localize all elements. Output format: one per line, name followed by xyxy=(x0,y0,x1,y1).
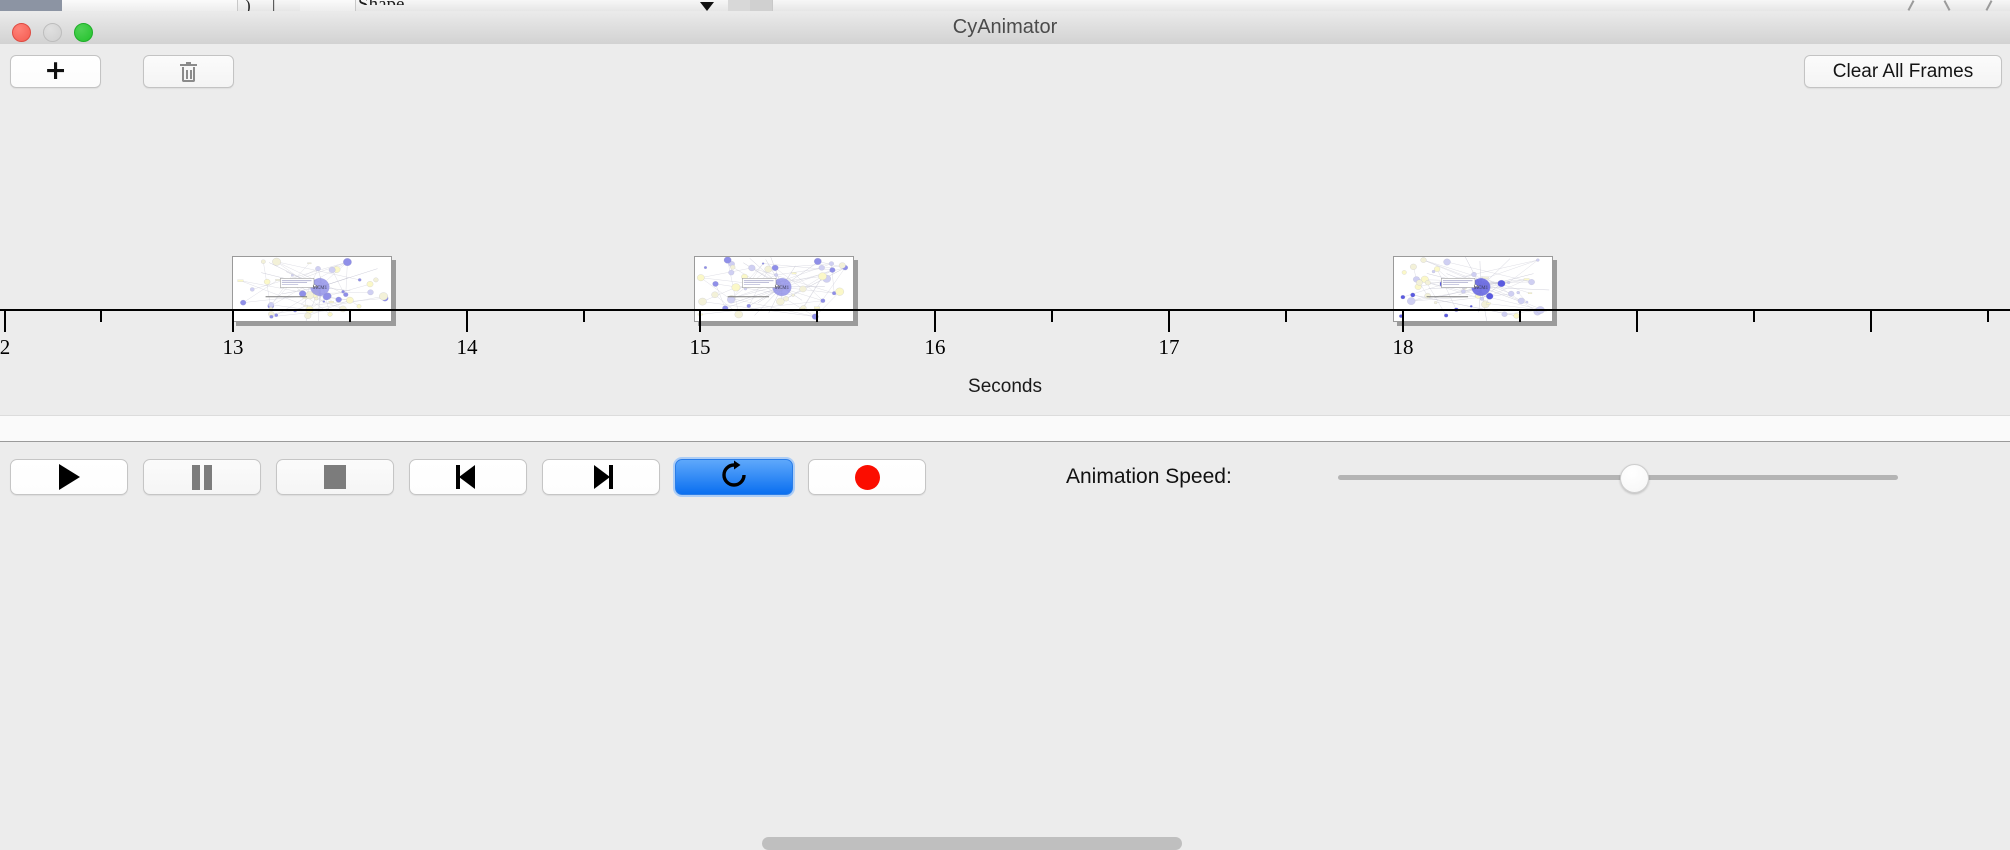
animation-speed-slider-handle[interactable] xyxy=(1620,464,1649,493)
frame-thumbnail[interactable]: MCM1 xyxy=(694,256,854,322)
bg-divider xyxy=(1986,0,1993,11)
axis-tick-label: 17 xyxy=(1159,335,1180,360)
axis-tick-minor xyxy=(583,311,585,322)
frame-thumbnail-image: MCM1 xyxy=(1393,256,1553,322)
bg-tab xyxy=(62,0,183,11)
animation-speed-label: Animation Speed: xyxy=(1066,459,1232,495)
axis-title: Seconds xyxy=(0,376,2010,398)
bg-divider xyxy=(1944,0,1951,11)
add-frame-button[interactable]: + xyxy=(10,55,101,88)
stop-icon xyxy=(324,465,346,489)
frame-thumbnail[interactable]: MCM1 xyxy=(232,256,392,322)
bg-tab-selected xyxy=(0,0,63,11)
skip-forward-button[interactable] xyxy=(542,459,660,495)
axis-tick-label: 15 xyxy=(690,335,711,360)
bg-tab xyxy=(728,0,751,11)
timeline-axis xyxy=(0,309,2010,311)
skip-back-icon xyxy=(456,465,480,489)
axis-tick-label: 16 xyxy=(925,335,946,360)
axis-tick-major xyxy=(934,311,936,332)
axis-tick-minor xyxy=(100,311,102,322)
record-button[interactable] xyxy=(808,459,926,495)
record-icon xyxy=(855,465,880,490)
cyanimator-window: ) | Shape CyAnimator + Clear All Frames … xyxy=(0,0,2010,510)
bg-tab xyxy=(750,0,773,11)
loop-icon xyxy=(719,460,749,495)
frame-thumbnail-image: MCM1 xyxy=(694,256,854,322)
axis-tick-label: 14 xyxy=(457,335,478,360)
skip-back-button[interactable] xyxy=(409,459,527,495)
timeline-scrollbar-track[interactable] xyxy=(0,415,2010,442)
clear-all-frames-button[interactable]: Clear All Frames xyxy=(1804,55,2002,88)
axis-tick-minor xyxy=(1051,311,1053,322)
svg-text:MCM1: MCM1 xyxy=(313,286,328,291)
svg-text:MCM1: MCM1 xyxy=(1474,286,1489,291)
axis-tick-label: 18 xyxy=(1393,335,1414,360)
bg-caret-icon xyxy=(700,2,714,11)
bg-tab xyxy=(182,0,238,11)
axis-tick-label: 13 xyxy=(223,335,244,360)
stop-button[interactable] xyxy=(276,459,394,495)
timeline-panel[interactable]: MCM1 MCM1 MCM1 2 13 14 15 16 17 18 Seconds xyxy=(0,90,2010,415)
frame-thumbnail-image: MCM1 xyxy=(232,256,392,322)
bg-tab xyxy=(300,0,356,11)
axis-tick-major xyxy=(1870,311,1872,332)
axis-tick-minor xyxy=(1519,311,1521,322)
clear-all-frames-label: Clear All Frames xyxy=(1833,61,1973,83)
skip-forward-icon xyxy=(589,465,613,489)
trash-icon xyxy=(180,62,197,82)
bg-divider xyxy=(1908,0,1915,11)
toolbar xyxy=(0,44,2010,91)
bg-window-label: Shape xyxy=(358,0,404,5)
pause-icon xyxy=(191,465,213,490)
axis-tick-minor xyxy=(1285,311,1287,322)
play-button[interactable] xyxy=(10,459,128,495)
axis-tick-minor xyxy=(349,311,351,322)
axis-tick-major xyxy=(4,311,6,332)
delete-frame-button[interactable] xyxy=(143,55,234,88)
loop-button[interactable] xyxy=(675,459,793,495)
axis-tick-minor xyxy=(1753,311,1755,322)
axis-tick-major xyxy=(232,311,234,332)
pause-button[interactable] xyxy=(143,459,261,495)
axis-tick-major xyxy=(1168,311,1170,332)
axis-tick-minor xyxy=(1987,311,1989,322)
axis-tick-major xyxy=(1636,311,1638,332)
svg-text:MCM1: MCM1 xyxy=(775,286,790,291)
axis-tick-major xyxy=(466,311,468,332)
axis-tick-minor xyxy=(816,311,818,322)
axis-tick-major xyxy=(699,311,701,332)
axis-tick-major xyxy=(1402,311,1404,332)
axis-tick-label: 2 xyxy=(0,335,10,360)
animation-speed-slider-track[interactable] xyxy=(1338,475,1898,480)
window-title: CyAnimator xyxy=(0,11,2010,44)
play-icon xyxy=(59,464,80,490)
timeline-scrollbar-thumb[interactable] xyxy=(762,837,1182,850)
frame-thumbnail[interactable]: MCM1 xyxy=(1393,256,1553,322)
